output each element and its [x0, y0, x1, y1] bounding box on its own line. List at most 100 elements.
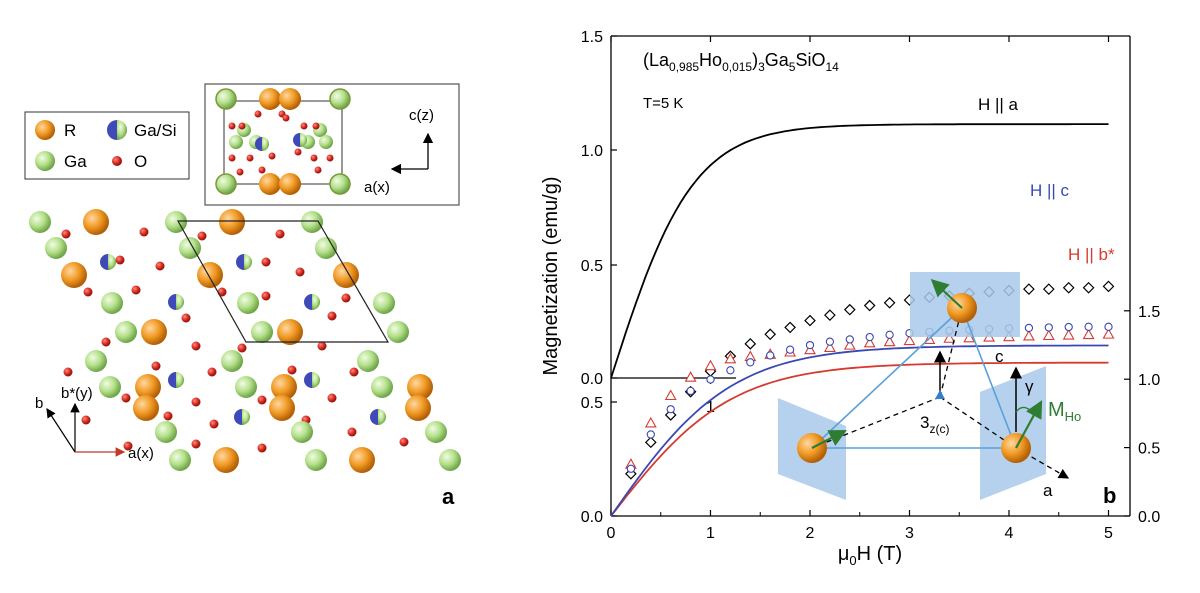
data-point-h-c: [746, 358, 755, 367]
y-left-tick-label: 0.5: [581, 258, 603, 275]
inset-c-axis-label: c(z): [409, 107, 434, 124]
oxygen-atom: [115, 255, 125, 265]
inset-ga-si-atom: [293, 133, 307, 147]
ga-atom: [371, 376, 393, 398]
data-point-h-a: [1042, 283, 1055, 295]
data-point-h-a: [1102, 280, 1115, 293]
ga-atom: [101, 292, 123, 314]
ga-atom: [45, 237, 67, 259]
plot-frame: [610, 35, 1131, 517]
data-point-h-bstar: [1102, 327, 1115, 339]
ga-atom: [251, 321, 273, 343]
series-label-h-a: H || a: [978, 95, 1019, 114]
inset-oxygen-atom: [228, 154, 236, 162]
legend-o-marker: [112, 156, 122, 166]
oxygen-atom: [399, 437, 409, 447]
data-point-h-bstar: [1022, 329, 1035, 341]
ga-atom: [29, 211, 51, 233]
fit-curves: [610, 123, 1109, 517]
ga-atom: [99, 376, 121, 398]
crystal-structure-top-view: [29, 209, 461, 473]
ga-atom: [237, 292, 259, 314]
y-axis-title: Magnetization (emu/g): [540, 177, 562, 376]
ga-atom: [235, 376, 257, 398]
oxygen-atom: [237, 343, 247, 353]
legend-gasi-label: Ga/Si: [134, 121, 177, 140]
legend-gasi-right-half: [117, 120, 127, 140]
data-point-h-a: [1062, 281, 1075, 294]
a-axis-label: a(x): [128, 445, 154, 462]
inset-oxygen-atom: [312, 122, 320, 130]
moment-arrow-top: [930, 279, 963, 309]
oxygen-atom: [287, 365, 297, 375]
ga-atom: [115, 321, 137, 343]
diagram-threefold-label: 3z(c): [920, 413, 949, 436]
b-axis-arrow: [46, 407, 76, 453]
r-atom: [61, 262, 87, 288]
oxygen-atom: [81, 415, 91, 425]
ga-atom: [291, 421, 313, 443]
data-point-h-bstar: [843, 338, 856, 350]
data-point-h-bstar: [903, 334, 916, 346]
oxygen-atom: [63, 367, 73, 377]
inset-x-tick-label: 1: [706, 399, 715, 416]
ga-atom: [301, 211, 323, 233]
oxygen-atom: [207, 367, 217, 377]
y-right-tick-label: 0.0: [1138, 509, 1160, 526]
oxygen-atom: [191, 341, 201, 351]
oxygen-atom: [349, 367, 359, 377]
data-point-h-c: [1044, 323, 1053, 332]
data-point-h-a: [764, 328, 777, 341]
inset-ga-atom: [215, 173, 237, 195]
data-point-h-c: [825, 337, 835, 346]
inset-oxygen-atom: [326, 154, 334, 162]
triangle-edge-top-right: [961, 307, 1017, 449]
data-point-h-c: [885, 330, 894, 339]
inset-ga-atom: [329, 88, 351, 110]
x-tick-label: 1: [706, 525, 715, 542]
data-point-h-bstar: [1062, 328, 1075, 340]
y-right-tick-label: 0.5: [1138, 441, 1160, 458]
inset-oxygen-atom: [282, 114, 290, 122]
data-point-h-c: [845, 335, 854, 344]
y-inset-tick-label: 0.5: [581, 395, 603, 412]
temperature-label: T=5 K: [643, 95, 683, 112]
data-point-h-c: [726, 366, 735, 375]
inset-oxygen-atom: [236, 168, 244, 176]
series-label-h-bstar: H || b*: [1068, 245, 1115, 264]
y-left-tick-label: 0.0: [581, 371, 603, 388]
data-point-h-a: [824, 309, 836, 321]
ga-atom: [439, 449, 461, 471]
dash-center-left: [811, 396, 941, 449]
r-atom: [83, 209, 109, 235]
x-tick-label: 5: [1104, 525, 1113, 542]
ga-atom: [179, 237, 201, 259]
data-point-h-a: [804, 314, 816, 327]
inset-ga-atom: [329, 173, 351, 195]
r-atom: [349, 447, 375, 473]
data-point-h-c: [766, 351, 775, 360]
ga-si-atom: [304, 372, 320, 388]
inset-oxygen-atom: [310, 154, 318, 162]
data-point-h-c: [1084, 322, 1093, 331]
inset-ga-atom: [229, 135, 243, 149]
ga-atom: [155, 421, 177, 443]
bstar-axis-label: b*(y): [61, 385, 93, 402]
inset-oxygen-atom: [314, 166, 322, 174]
r-atom: [213, 447, 239, 473]
inset-r-atom: [259, 88, 281, 110]
oxygen-atom: [261, 257, 271, 267]
x-axis-title: μ0H (T): [838, 543, 902, 568]
oxygen-atom: [191, 439, 201, 449]
dash-center-top: [939, 307, 963, 398]
inset-oxygen-atom: [254, 110, 262, 118]
oxygen-atom: [139, 227, 149, 237]
data-point-h-c: [1024, 323, 1034, 333]
legend-r-label: R: [64, 121, 76, 140]
ga-si-atom: [100, 254, 116, 270]
oxygen-atom: [155, 261, 165, 271]
legend-item-gasi: Ga/Si: [107, 120, 177, 140]
r-atom: [269, 395, 295, 421]
ga-si-atom: [168, 294, 184, 310]
data-point-h-bstar: [823, 341, 836, 352]
